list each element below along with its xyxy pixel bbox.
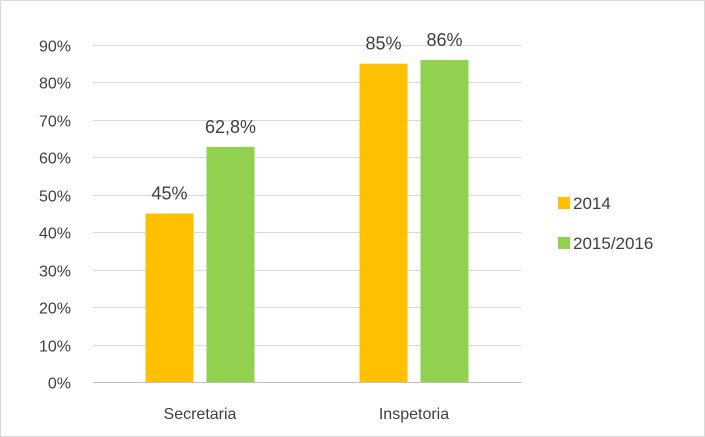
y-tick-label: 70% <box>39 114 71 131</box>
bar-2015/2016-Inspetoria <box>420 59 469 382</box>
x-axis-categories: Secretaria Inspetoria <box>164 406 450 423</box>
data-labels: 45% 62,8% 85% 86% <box>151 30 462 204</box>
y-tick-label: 0% <box>48 376 71 393</box>
data-label: 45% <box>151 184 187 204</box>
y-tick-label: 50% <box>39 189 71 206</box>
y-tick-label: 20% <box>39 301 71 318</box>
data-label: 62,8% <box>205 117 256 137</box>
x-category-label: Inspetoria <box>379 406 449 423</box>
y-tick-label: 30% <box>39 264 71 281</box>
bar-2015/2016-Secretaria <box>206 146 255 382</box>
y-tick-label: 80% <box>39 76 71 93</box>
y-tick-label: 60% <box>39 151 71 168</box>
legend-label: 2015/2016 <box>573 234 653 253</box>
legend-swatch <box>558 237 570 249</box>
bar-2014-Inspetoria <box>359 63 408 382</box>
y-tick-label: 10% <box>39 339 71 356</box>
y-tick-label: 40% <box>39 226 71 243</box>
legend-label: 2014 <box>573 194 611 213</box>
y-tick-label: 90% <box>39 39 71 56</box>
data-label: 86% <box>426 30 462 50</box>
data-label: 85% <box>365 34 401 54</box>
y-axis-ticks: 0% 10% 20% 30% 40% 50% 60% 70% 80% 90% <box>39 39 71 393</box>
bars <box>145 59 469 382</box>
legend-swatch <box>558 197 570 209</box>
x-category-label: Secretaria <box>164 406 237 423</box>
bar-2014-Secretaria <box>145 213 194 382</box>
legend: 2014 2015/2016 <box>558 194 653 253</box>
